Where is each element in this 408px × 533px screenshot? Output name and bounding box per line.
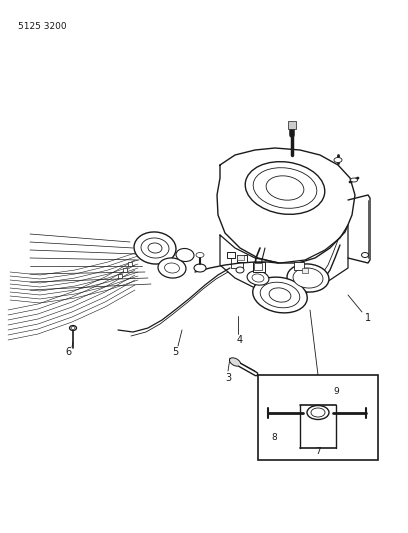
Ellipse shape bbox=[307, 406, 329, 419]
Bar bbox=[302, 268, 308, 273]
Bar bbox=[294, 262, 304, 270]
Ellipse shape bbox=[334, 157, 342, 163]
Ellipse shape bbox=[148, 243, 162, 253]
Bar bbox=[237, 255, 244, 260]
Text: 1: 1 bbox=[365, 313, 371, 323]
Text: 4: 4 bbox=[237, 335, 243, 345]
Text: 9: 9 bbox=[333, 386, 339, 395]
Ellipse shape bbox=[269, 288, 291, 302]
Ellipse shape bbox=[350, 178, 357, 182]
Ellipse shape bbox=[260, 282, 300, 308]
Text: 7: 7 bbox=[315, 448, 321, 456]
Text: 3: 3 bbox=[225, 373, 231, 383]
Bar bbox=[258, 375, 378, 460]
Ellipse shape bbox=[69, 326, 77, 330]
Bar bbox=[123, 268, 127, 272]
Bar bbox=[254, 263, 262, 270]
Bar bbox=[237, 255, 247, 262]
Ellipse shape bbox=[158, 258, 186, 278]
Ellipse shape bbox=[245, 161, 325, 214]
Bar bbox=[118, 274, 122, 278]
Ellipse shape bbox=[164, 263, 180, 273]
Ellipse shape bbox=[134, 232, 176, 264]
Bar bbox=[253, 262, 265, 272]
Ellipse shape bbox=[71, 327, 75, 329]
Text: 8: 8 bbox=[271, 433, 277, 442]
Ellipse shape bbox=[236, 267, 244, 273]
Ellipse shape bbox=[287, 264, 329, 292]
Ellipse shape bbox=[196, 253, 204, 257]
Ellipse shape bbox=[361, 253, 368, 257]
Ellipse shape bbox=[229, 358, 241, 366]
Ellipse shape bbox=[176, 248, 194, 262]
Ellipse shape bbox=[252, 274, 264, 282]
Bar bbox=[227, 252, 235, 258]
Bar bbox=[288, 121, 296, 129]
Ellipse shape bbox=[293, 268, 323, 288]
Bar bbox=[128, 262, 132, 266]
Text: 5125 3200: 5125 3200 bbox=[18, 22, 67, 31]
Ellipse shape bbox=[141, 238, 169, 258]
Text: 6: 6 bbox=[65, 347, 71, 357]
Text: 5: 5 bbox=[172, 347, 178, 357]
Ellipse shape bbox=[266, 176, 304, 200]
Ellipse shape bbox=[253, 168, 317, 208]
Ellipse shape bbox=[311, 408, 325, 417]
Ellipse shape bbox=[194, 264, 206, 272]
Ellipse shape bbox=[253, 277, 307, 313]
Ellipse shape bbox=[247, 271, 269, 285]
